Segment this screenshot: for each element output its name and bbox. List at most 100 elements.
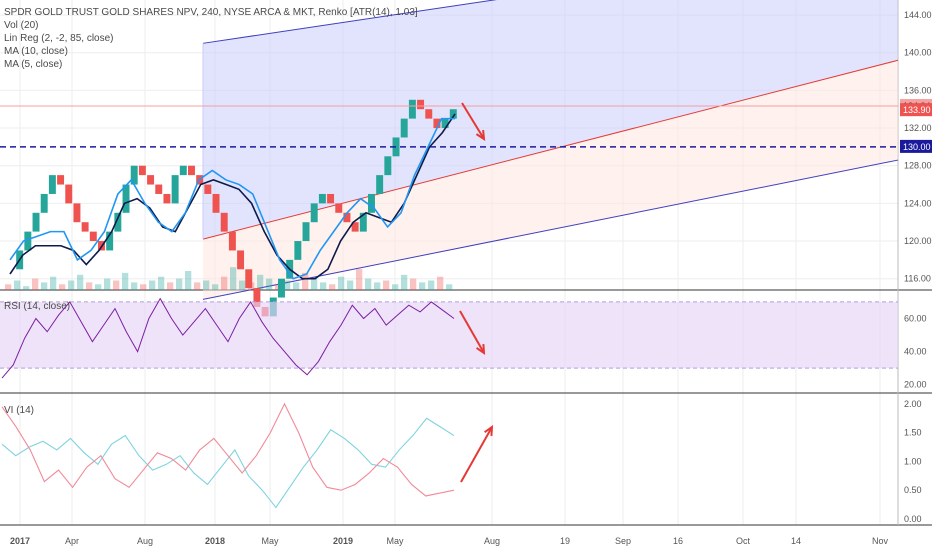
- volume-bar: [176, 278, 183, 290]
- renko-brick: [24, 231, 32, 251]
- time-tick-label: May: [386, 536, 404, 546]
- renko-brick: [327, 193, 335, 204]
- legend-linreg[interactable]: Lin Reg (2, -2, 85, close): [4, 33, 114, 44]
- renko-brick: [278, 278, 285, 298]
- renko-brick: [114, 212, 122, 232]
- renko-brick: [57, 175, 65, 185]
- volume-bar: [32, 278, 39, 290]
- volume-bar: [365, 278, 372, 290]
- renko-brick: [245, 269, 253, 289]
- renko-brick: [171, 175, 179, 204]
- renko-brick: [376, 175, 384, 194]
- renko-brick: [368, 193, 375, 213]
- renko-brick: [351, 222, 359, 232]
- volume-bar: [203, 280, 210, 290]
- price-tick-label: 120.00: [904, 236, 932, 246]
- renko-brick: [40, 193, 48, 213]
- volume-bar: [149, 280, 156, 290]
- rsi-tick-label: 60.00: [904, 313, 927, 323]
- renko-brick: [433, 118, 441, 129]
- down-arrow-rsi-shaft: [459, 310, 485, 354]
- volume-bar: [23, 286, 30, 290]
- volume-bar: [356, 269, 363, 290]
- volume-bar: [446, 284, 453, 290]
- price-tick-label: 124.00: [904, 198, 932, 208]
- volume-bar: [122, 272, 129, 290]
- time-tick-label: Nov: [872, 536, 889, 546]
- renko-brick: [81, 222, 89, 232]
- renko-brick: [343, 212, 351, 223]
- volume-bar: [338, 276, 345, 290]
- price-badge-label: 133.90: [903, 105, 931, 115]
- renko-brick: [89, 231, 97, 242]
- volume-bar: [437, 276, 444, 290]
- price-badge: [900, 103, 932, 117]
- renko-brick: [392, 137, 400, 157]
- down-arrow-main-shaft: [461, 102, 485, 140]
- vi-legend[interactable]: VI (14): [4, 405, 35, 416]
- price-badge-label: 130.00: [903, 142, 931, 152]
- vi-tick-label: 0.00: [904, 514, 922, 524]
- volume-bar: [185, 271, 192, 290]
- renko-brick: [163, 193, 171, 204]
- vi-plus-line: [1, 417, 455, 509]
- main-legend: SPDR GOLD TRUST GOLD SHARES NPV, 240, NY…: [4, 6, 418, 71]
- down-arrow-main-head: [475, 129, 486, 141]
- vi-tick-label: 1.50: [904, 428, 922, 438]
- volume-bar: [113, 280, 120, 290]
- time-tick-label: 2017: [10, 536, 30, 546]
- price-tick-label: 128.00: [904, 161, 932, 171]
- volume-bar: [41, 282, 48, 290]
- legend-ma5[interactable]: MA (5, close): [4, 59, 63, 70]
- price-tick-label: 136.00: [904, 85, 932, 95]
- vi-tick-label: 1.00: [904, 456, 922, 466]
- volume-bar: [95, 284, 102, 290]
- renko-brick: [335, 203, 343, 213]
- legend-ma10[interactable]: MA (10, close): [4, 46, 68, 57]
- volume-bar: [131, 282, 138, 290]
- vi-tick-label: 2.00: [904, 399, 922, 409]
- renko-brick: [441, 118, 449, 129]
- volume-bar: [104, 278, 111, 290]
- time-tick-label: Oct: [736, 536, 751, 546]
- volume-bar: [50, 276, 57, 290]
- renko-brick: [220, 212, 228, 232]
- renko-brick: [425, 109, 433, 119]
- regression-lower-fill: [203, 60, 898, 300]
- rsi-legend[interactable]: RSI (14, close): [4, 301, 71, 312]
- volume-bar: [329, 284, 336, 290]
- vi-tick-label: 0.50: [904, 485, 922, 495]
- renko-brick: [212, 193, 220, 213]
- volume-bar: [59, 284, 66, 290]
- renko-brick: [294, 241, 302, 260]
- volume-bar: [221, 276, 228, 290]
- time-tick-label: 2018: [205, 536, 225, 546]
- renko-brick: [73, 203, 81, 223]
- legend-volume[interactable]: Vol (20): [4, 20, 39, 31]
- price-tick-label: 116.00: [904, 274, 931, 284]
- renko-brick: [122, 184, 130, 213]
- volume-bar: [428, 280, 435, 290]
- volume-bar: [266, 278, 273, 290]
- renko-brick: [417, 99, 425, 110]
- renko-brick: [204, 184, 212, 194]
- down-arrow-rsi-head: [476, 343, 486, 355]
- renko-brick: [302, 222, 310, 242]
- volume-bar: [158, 276, 165, 290]
- volume-bar: [14, 280, 21, 290]
- rsi-line: [1, 297, 455, 379]
- volume-bar: [257, 274, 264, 290]
- volume-bar: [374, 282, 381, 290]
- renko-brick: [147, 175, 155, 185]
- renko-brick: [32, 212, 40, 232]
- time-tick-label: May: [261, 536, 279, 546]
- volume-bar: [383, 280, 390, 290]
- volume-bar: [167, 282, 174, 290]
- chart-title: SPDR GOLD TRUST GOLD SHARES NPV, 240, NY…: [4, 7, 418, 18]
- regression-mid-line: [202, 59, 899, 240]
- renko-brick: [130, 165, 138, 185]
- volume-bar: [410, 278, 417, 290]
- price-tick-label: 132.00: [904, 123, 932, 133]
- time-tick-label: Aug: [137, 536, 153, 546]
